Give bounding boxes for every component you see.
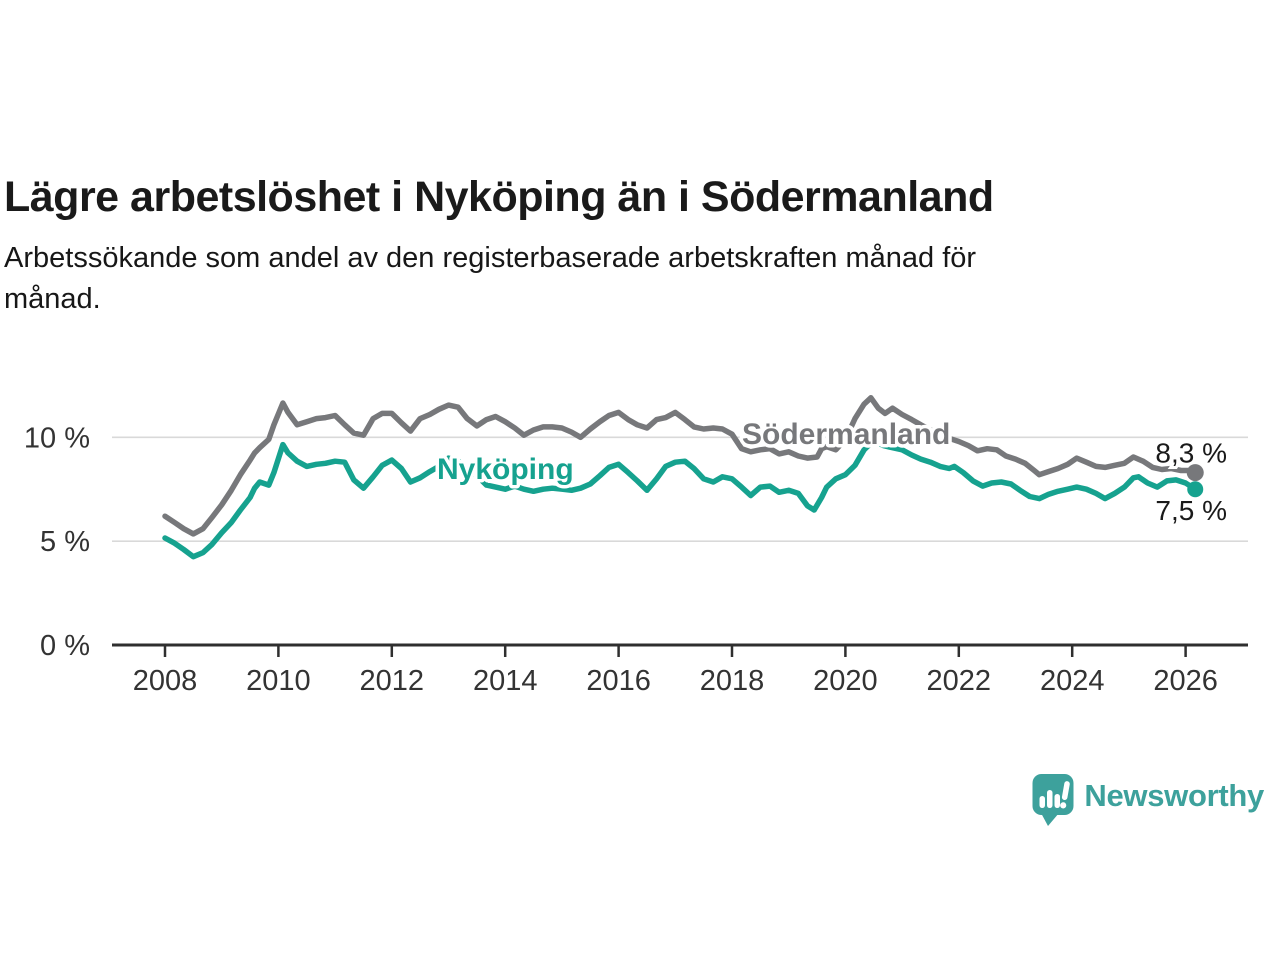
exclamation-mark: [1060, 781, 1071, 809]
speech-bubble-tail: [1041, 813, 1060, 826]
series-end-dot-sodermanland: [1186, 464, 1204, 482]
x-axis-tick-label: 2012: [360, 665, 425, 697]
x-axis-tick-label: 2026: [1153, 665, 1218, 697]
x-axis-tick-label: 2022: [927, 665, 992, 697]
y-axis-tick-label: 5 %: [40, 526, 90, 558]
y-axis-tick-label: 10 %: [24, 422, 90, 454]
x-axis-tick-label: 2010: [246, 665, 311, 697]
series-end-dot-nykoping: [1187, 481, 1204, 498]
newsworthy-logo: Newsworthy: [1031, 772, 1264, 828]
subtitle-line-2: månad.: [4, 283, 101, 315]
chart-canvas: 2008 2010 2012 2014 2016 2018 2020 2022 2024 2026…: [24, 395, 1248, 697]
series-line-sodermanland: [162, 395, 1198, 537]
page-title: Lägre arbetslöshet i Nyköping än i Söder…: [4, 172, 994, 221]
series-label-nykoping: Nyköping: [437, 453, 574, 486]
x-axis-tick-label: 2008: [133, 665, 198, 697]
line-chart: 2008 2010 2012 2014 2016 2018 2020 2022 2024 2026…: [0, 370, 1280, 715]
x-axis-tick-label: 2018: [700, 665, 765, 697]
x-axis-tick-label: 2024: [1040, 665, 1105, 697]
x-axis-tick-label: 2020: [813, 665, 878, 697]
chart-subtitle: Arbetssökande som andel av den registerb…: [4, 238, 1204, 320]
brand-name: Newsworthy: [1084, 778, 1264, 813]
x-axis-tick-label: 2014: [473, 665, 538, 697]
end-value-label-sodermanland: 8,3 %: [1155, 438, 1227, 469]
end-value-label-nykoping: 7,5 %: [1155, 495, 1227, 526]
y-axis-tick-label: 0 %: [40, 630, 90, 662]
newsworthy-logo-icon: [1032, 774, 1074, 826]
series-line-nykoping: [162, 437, 1198, 560]
series-label-sodermanland: Södermanland: [742, 418, 950, 451]
subtitle-line-1: Arbetssökande som andel av den registerb…: [4, 242, 977, 274]
x-axis-tick-label: 2016: [586, 665, 651, 697]
